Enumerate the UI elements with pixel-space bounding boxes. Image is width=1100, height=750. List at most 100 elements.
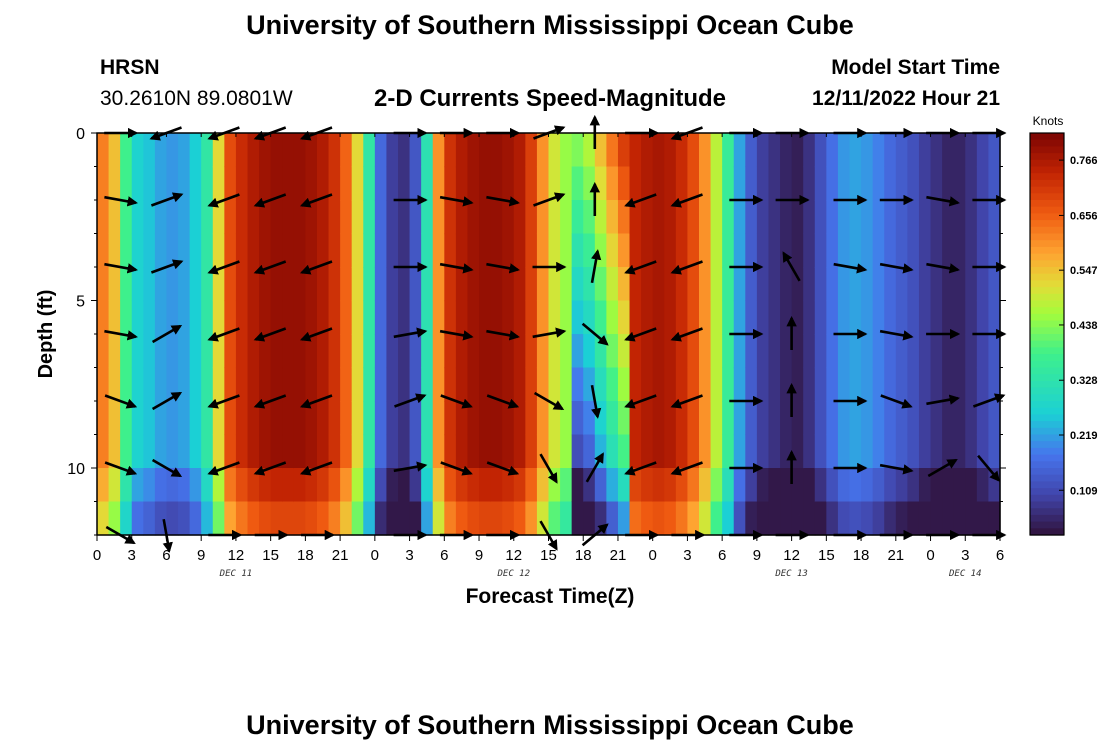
heatmap-cell <box>398 434 411 469</box>
heatmap-cell <box>745 468 758 503</box>
colorbar-segment <box>1030 146 1064 154</box>
heatmap-cell <box>629 501 642 536</box>
heatmap-cell <box>374 401 388 436</box>
heatmap-cell <box>305 334 318 369</box>
heatmap-cell <box>918 334 932 369</box>
heatmap-cell <box>479 334 492 369</box>
heatmap-cell <box>826 334 839 369</box>
colorbar-segment <box>1030 159 1064 168</box>
heatmap-cell <box>536 434 550 469</box>
current-vector-arrow <box>926 394 960 406</box>
heatmap-cell <box>97 434 110 469</box>
colorbar-segment <box>1030 334 1064 342</box>
heatmap-cell <box>791 300 804 335</box>
heatmap-cell <box>722 200 735 235</box>
heatmap-cell <box>536 267 550 302</box>
heatmap-cell <box>791 434 804 469</box>
heatmap-cell <box>455 166 469 201</box>
heatmap-cell <box>212 501 225 536</box>
heatmap-cell <box>583 233 596 268</box>
heatmap-cell <box>942 267 955 302</box>
colorbar-segment <box>1030 260 1064 268</box>
heatmap-cell <box>710 233 723 268</box>
heatmap-cell <box>328 200 341 235</box>
heatmap-cell <box>918 200 932 235</box>
heatmap-cell <box>212 300 225 335</box>
heatmap-cell <box>259 334 272 369</box>
heatmap-cell <box>652 334 665 369</box>
heatmap-cell <box>340 133 353 168</box>
heatmap-cell <box>930 501 943 536</box>
heatmap-cell <box>594 133 607 168</box>
x-tick-label: 12 <box>228 547 245 564</box>
heatmap-cell <box>490 367 503 402</box>
heatmap-cell <box>235 233 249 268</box>
heatmap-cell <box>606 334 619 369</box>
heatmap-cell <box>502 501 515 536</box>
x-tick-label: 21 <box>887 547 904 564</box>
current-vector-arrow <box>624 394 657 409</box>
heatmap-cell <box>351 468 364 503</box>
heatmap-cell <box>953 401 966 436</box>
heatmap-cell <box>536 166 550 201</box>
heatmap-cell <box>768 501 781 536</box>
heatmap-cell <box>235 434 249 469</box>
heatmap-cell <box>444 166 457 201</box>
heatmap-cell <box>293 133 306 168</box>
x-tick-label: 15 <box>262 547 279 564</box>
heatmap-cell <box>201 501 214 536</box>
colorbar-segment <box>1030 387 1064 395</box>
heatmap-cell <box>699 334 712 369</box>
heatmap-cell <box>154 166 168 201</box>
date-label: DEC 11 <box>219 569 253 579</box>
heatmap-cell <box>305 233 318 268</box>
heatmap-cell <box>328 133 341 168</box>
heatmap-cell <box>247 133 260 168</box>
heatmap-cell <box>710 367 723 402</box>
heatmap-cell <box>907 166 920 201</box>
heatmap-cell <box>328 367 341 402</box>
colorbar-tick-label: 0.438 <box>1070 320 1098 332</box>
heatmap-cell <box>282 367 295 402</box>
heatmap-cell <box>421 334 434 369</box>
heatmap-cell <box>467 434 480 469</box>
heatmap-cell <box>131 133 144 168</box>
heatmap-cell <box>201 401 214 436</box>
heatmap-cell <box>733 233 746 268</box>
heatmap-cell <box>282 434 295 469</box>
heatmap-cell <box>536 501 550 536</box>
heatmap-cell <box>641 434 654 469</box>
heatmap-cell <box>745 501 758 536</box>
colorbar-segment <box>1030 481 1064 489</box>
heatmap-cell <box>502 133 515 168</box>
heatmap-cell <box>849 501 862 536</box>
heatmap-cell <box>664 133 677 168</box>
heatmap-cell <box>664 334 677 369</box>
heatmap-cell <box>803 468 816 503</box>
colorbar-segment <box>1030 454 1064 462</box>
heatmap-cell <box>675 334 689 369</box>
heatmap-cell <box>849 300 862 335</box>
heatmap-cell <box>340 468 353 503</box>
heatmap-cell <box>594 200 607 235</box>
heatmap-cell <box>826 200 839 235</box>
heatmap-cell <box>780 334 793 369</box>
heatmap-cell <box>918 233 932 268</box>
heatmap-cell <box>444 367 457 402</box>
heatmap-cell <box>212 133 225 168</box>
heatmap-cell <box>398 200 411 235</box>
heatmap-cell <box>536 300 550 335</box>
heatmap-cell <box>120 233 133 268</box>
heatmap-cell <box>895 334 908 369</box>
heatmap-cell <box>432 501 445 536</box>
heatmap-cell <box>409 133 422 168</box>
heatmap-cell <box>965 434 978 469</box>
heatmap-cell <box>965 233 978 268</box>
bottom-title: University of Southern Mississippi Ocean… <box>246 710 854 740</box>
heatmap-cell <box>178 334 191 369</box>
speed-heatmap-chart: 0 3 6 9 12 15 18 21 0 3 6 9 12 15 18 21 0 3 6 9 12 15 18 21 0 3 6 0… <box>35 114 1098 564</box>
heatmap-cell <box>756 133 770 168</box>
heatmap-cell <box>976 501 990 536</box>
heatmap-cell <box>884 300 897 335</box>
heatmap-cell <box>687 200 700 235</box>
